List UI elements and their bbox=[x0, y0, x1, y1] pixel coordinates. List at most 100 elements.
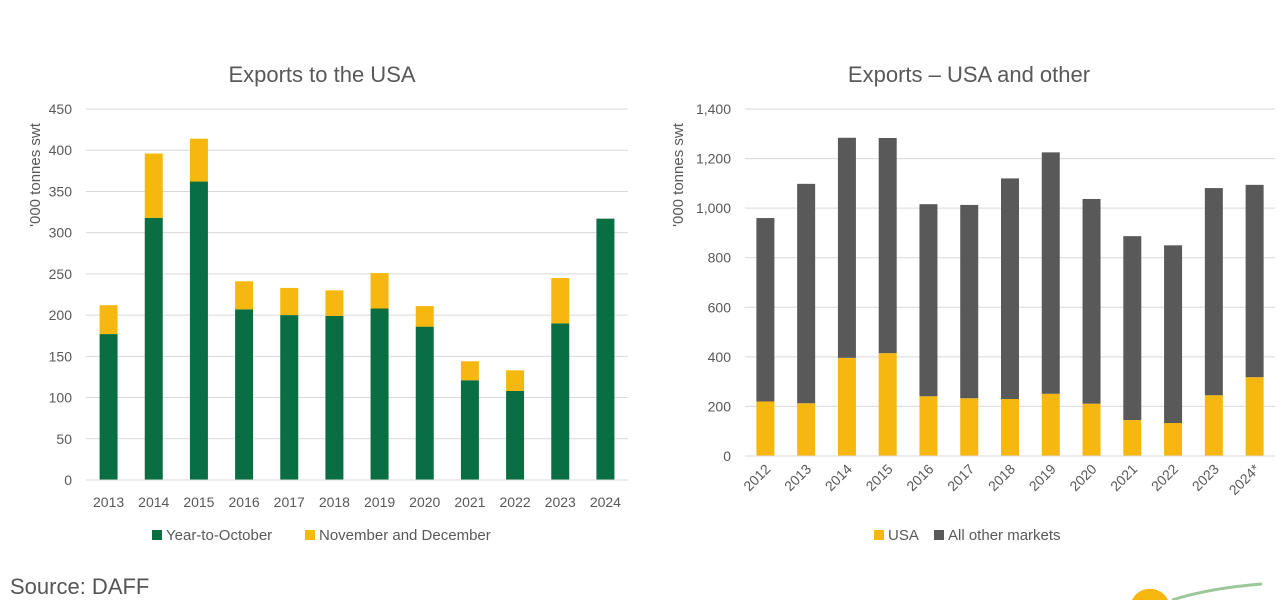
x-tick-label: 2024 bbox=[590, 494, 621, 510]
bar-usa-2014 bbox=[837, 357, 856, 456]
bar-other-2022 bbox=[1164, 245, 1183, 424]
y-tick-label: 150 bbox=[49, 348, 73, 364]
bar-other-2021 bbox=[1123, 236, 1142, 421]
x-tick-label: 2015 bbox=[862, 461, 895, 494]
bar-usa-2018 bbox=[1001, 398, 1019, 456]
x-tick-label: 2012 bbox=[740, 461, 773, 494]
x-tick-label: 2016 bbox=[229, 494, 260, 510]
y-tick-label: 350 bbox=[49, 183, 73, 199]
y-tick-label: 450 bbox=[49, 101, 73, 117]
y-axis-label: '000 tonnes swt bbox=[27, 122, 44, 227]
bar-ytd-2017 bbox=[280, 315, 299, 480]
bar-ytd-2016 bbox=[235, 309, 254, 480]
bar-usa-2017 bbox=[960, 398, 979, 456]
bar-ytd-2021 bbox=[460, 380, 479, 480]
y-tick-label: 0 bbox=[64, 472, 72, 488]
bar-novdec-2019 bbox=[370, 273, 389, 309]
x-tick-label: 2022 bbox=[500, 494, 531, 510]
bar-usa-2016 bbox=[919, 396, 938, 456]
x-tick-label: 2023 bbox=[1189, 461, 1222, 494]
legend-label: All other markets bbox=[948, 527, 1061, 544]
legend-swatch-usa bbox=[874, 530, 884, 540]
x-tick-label: 2019 bbox=[364, 494, 395, 510]
bar-other-2013 bbox=[797, 183, 816, 404]
bar-ytd-2023 bbox=[551, 323, 570, 480]
bar-ytd-2013 bbox=[99, 334, 118, 480]
bar-other-2017 bbox=[960, 204, 979, 399]
x-tick-label: 2021 bbox=[454, 494, 485, 510]
logo-sun-shape bbox=[1132, 588, 1168, 600]
bar-novdec-2015 bbox=[189, 138, 208, 182]
bar-other-2012 bbox=[756, 218, 775, 402]
legend-swatch-other bbox=[934, 530, 944, 540]
x-tick-label: 2013 bbox=[93, 494, 124, 510]
x-tick-label: 2020 bbox=[1066, 461, 1099, 494]
bar-novdec-2023 bbox=[551, 278, 570, 324]
y-tick-label: 600 bbox=[708, 299, 732, 315]
bar-novdec-2017 bbox=[280, 287, 299, 316]
legend-swatch-novdec bbox=[305, 530, 315, 540]
chart-title: Exports to the USA bbox=[228, 62, 415, 87]
y-tick-label: 400 bbox=[49, 142, 73, 158]
bar-novdec-2022 bbox=[506, 370, 525, 391]
bar-ytd-2019 bbox=[370, 308, 389, 480]
bar-ytd-2022 bbox=[506, 390, 525, 480]
legend-label: USA bbox=[888, 527, 919, 544]
bar-other-2020 bbox=[1082, 198, 1101, 404]
bar-novdec-2021 bbox=[460, 361, 479, 381]
x-tick-label: 2016 bbox=[903, 461, 936, 494]
x-tick-label: 2017 bbox=[274, 494, 305, 510]
chart-title: Exports – USA and other bbox=[848, 62, 1090, 87]
legend-swatch-ytd bbox=[152, 530, 162, 540]
bar-ytd-2014 bbox=[144, 217, 163, 480]
x-tick-label: 2018 bbox=[319, 494, 350, 510]
bar-usa-2015 bbox=[878, 353, 897, 456]
x-tick-label: 2020 bbox=[409, 494, 440, 510]
y-tick-label: 50 bbox=[56, 431, 72, 447]
y-tick-label: 1,200 bbox=[696, 151, 731, 167]
y-tick-label: 200 bbox=[49, 307, 73, 323]
bar-other-2016 bbox=[919, 204, 938, 397]
bar-ytd-2020 bbox=[415, 326, 434, 480]
chart-exports-usa-and-other: Exports – USA and other'000 tonnes swt02… bbox=[670, 62, 1275, 544]
y-tick-label: 0 bbox=[723, 448, 731, 464]
x-tick-label: 2013 bbox=[781, 461, 814, 494]
bar-usa-2023 bbox=[1204, 395, 1223, 456]
y-tick-label: 400 bbox=[708, 349, 732, 365]
bar-other-2014 bbox=[837, 137, 856, 358]
bar-novdec-2013 bbox=[99, 305, 118, 335]
bar-novdec-2020 bbox=[415, 306, 434, 327]
x-tick-label: 2024* bbox=[1226, 460, 1264, 498]
logo-arc-shape bbox=[1171, 582, 1263, 600]
y-axis-label: '000 tonnes swt bbox=[670, 122, 687, 227]
bar-usa-2012 bbox=[756, 401, 775, 456]
x-tick-label: 2022 bbox=[1148, 461, 1181, 494]
bar-other-2024 bbox=[1245, 184, 1264, 378]
bar-other-2018 bbox=[1001, 178, 1019, 399]
source-note: Source: DAFF bbox=[10, 574, 150, 599]
x-tick-label: 2015 bbox=[183, 494, 214, 510]
bar-other-2023 bbox=[1204, 188, 1223, 396]
x-tick-label: 2017 bbox=[944, 461, 977, 494]
x-tick-label: 2019 bbox=[1026, 461, 1059, 494]
legend-label: November and December bbox=[319, 527, 491, 544]
bar-other-2019 bbox=[1041, 152, 1060, 394]
bar-usa-2021 bbox=[1123, 420, 1142, 456]
bar-usa-2013 bbox=[797, 403, 816, 456]
bar-novdec-2014 bbox=[144, 153, 163, 218]
bar-usa-2020 bbox=[1082, 403, 1101, 456]
bar-ytd-2024 bbox=[596, 218, 615, 480]
y-tick-label: 250 bbox=[49, 266, 73, 282]
y-tick-label: 300 bbox=[49, 225, 73, 241]
bar-ytd-2018 bbox=[325, 315, 344, 480]
bar-other-2015 bbox=[878, 137, 897, 354]
x-tick-label: 2023 bbox=[545, 494, 576, 510]
y-tick-label: 200 bbox=[708, 398, 732, 414]
bar-usa-2024 bbox=[1245, 377, 1264, 456]
bar-novdec-2018 bbox=[325, 290, 344, 316]
x-tick-label: 2014 bbox=[822, 461, 855, 494]
y-tick-label: 100 bbox=[49, 390, 73, 406]
y-tick-label: 800 bbox=[708, 250, 732, 266]
bar-novdec-2016 bbox=[235, 281, 254, 310]
